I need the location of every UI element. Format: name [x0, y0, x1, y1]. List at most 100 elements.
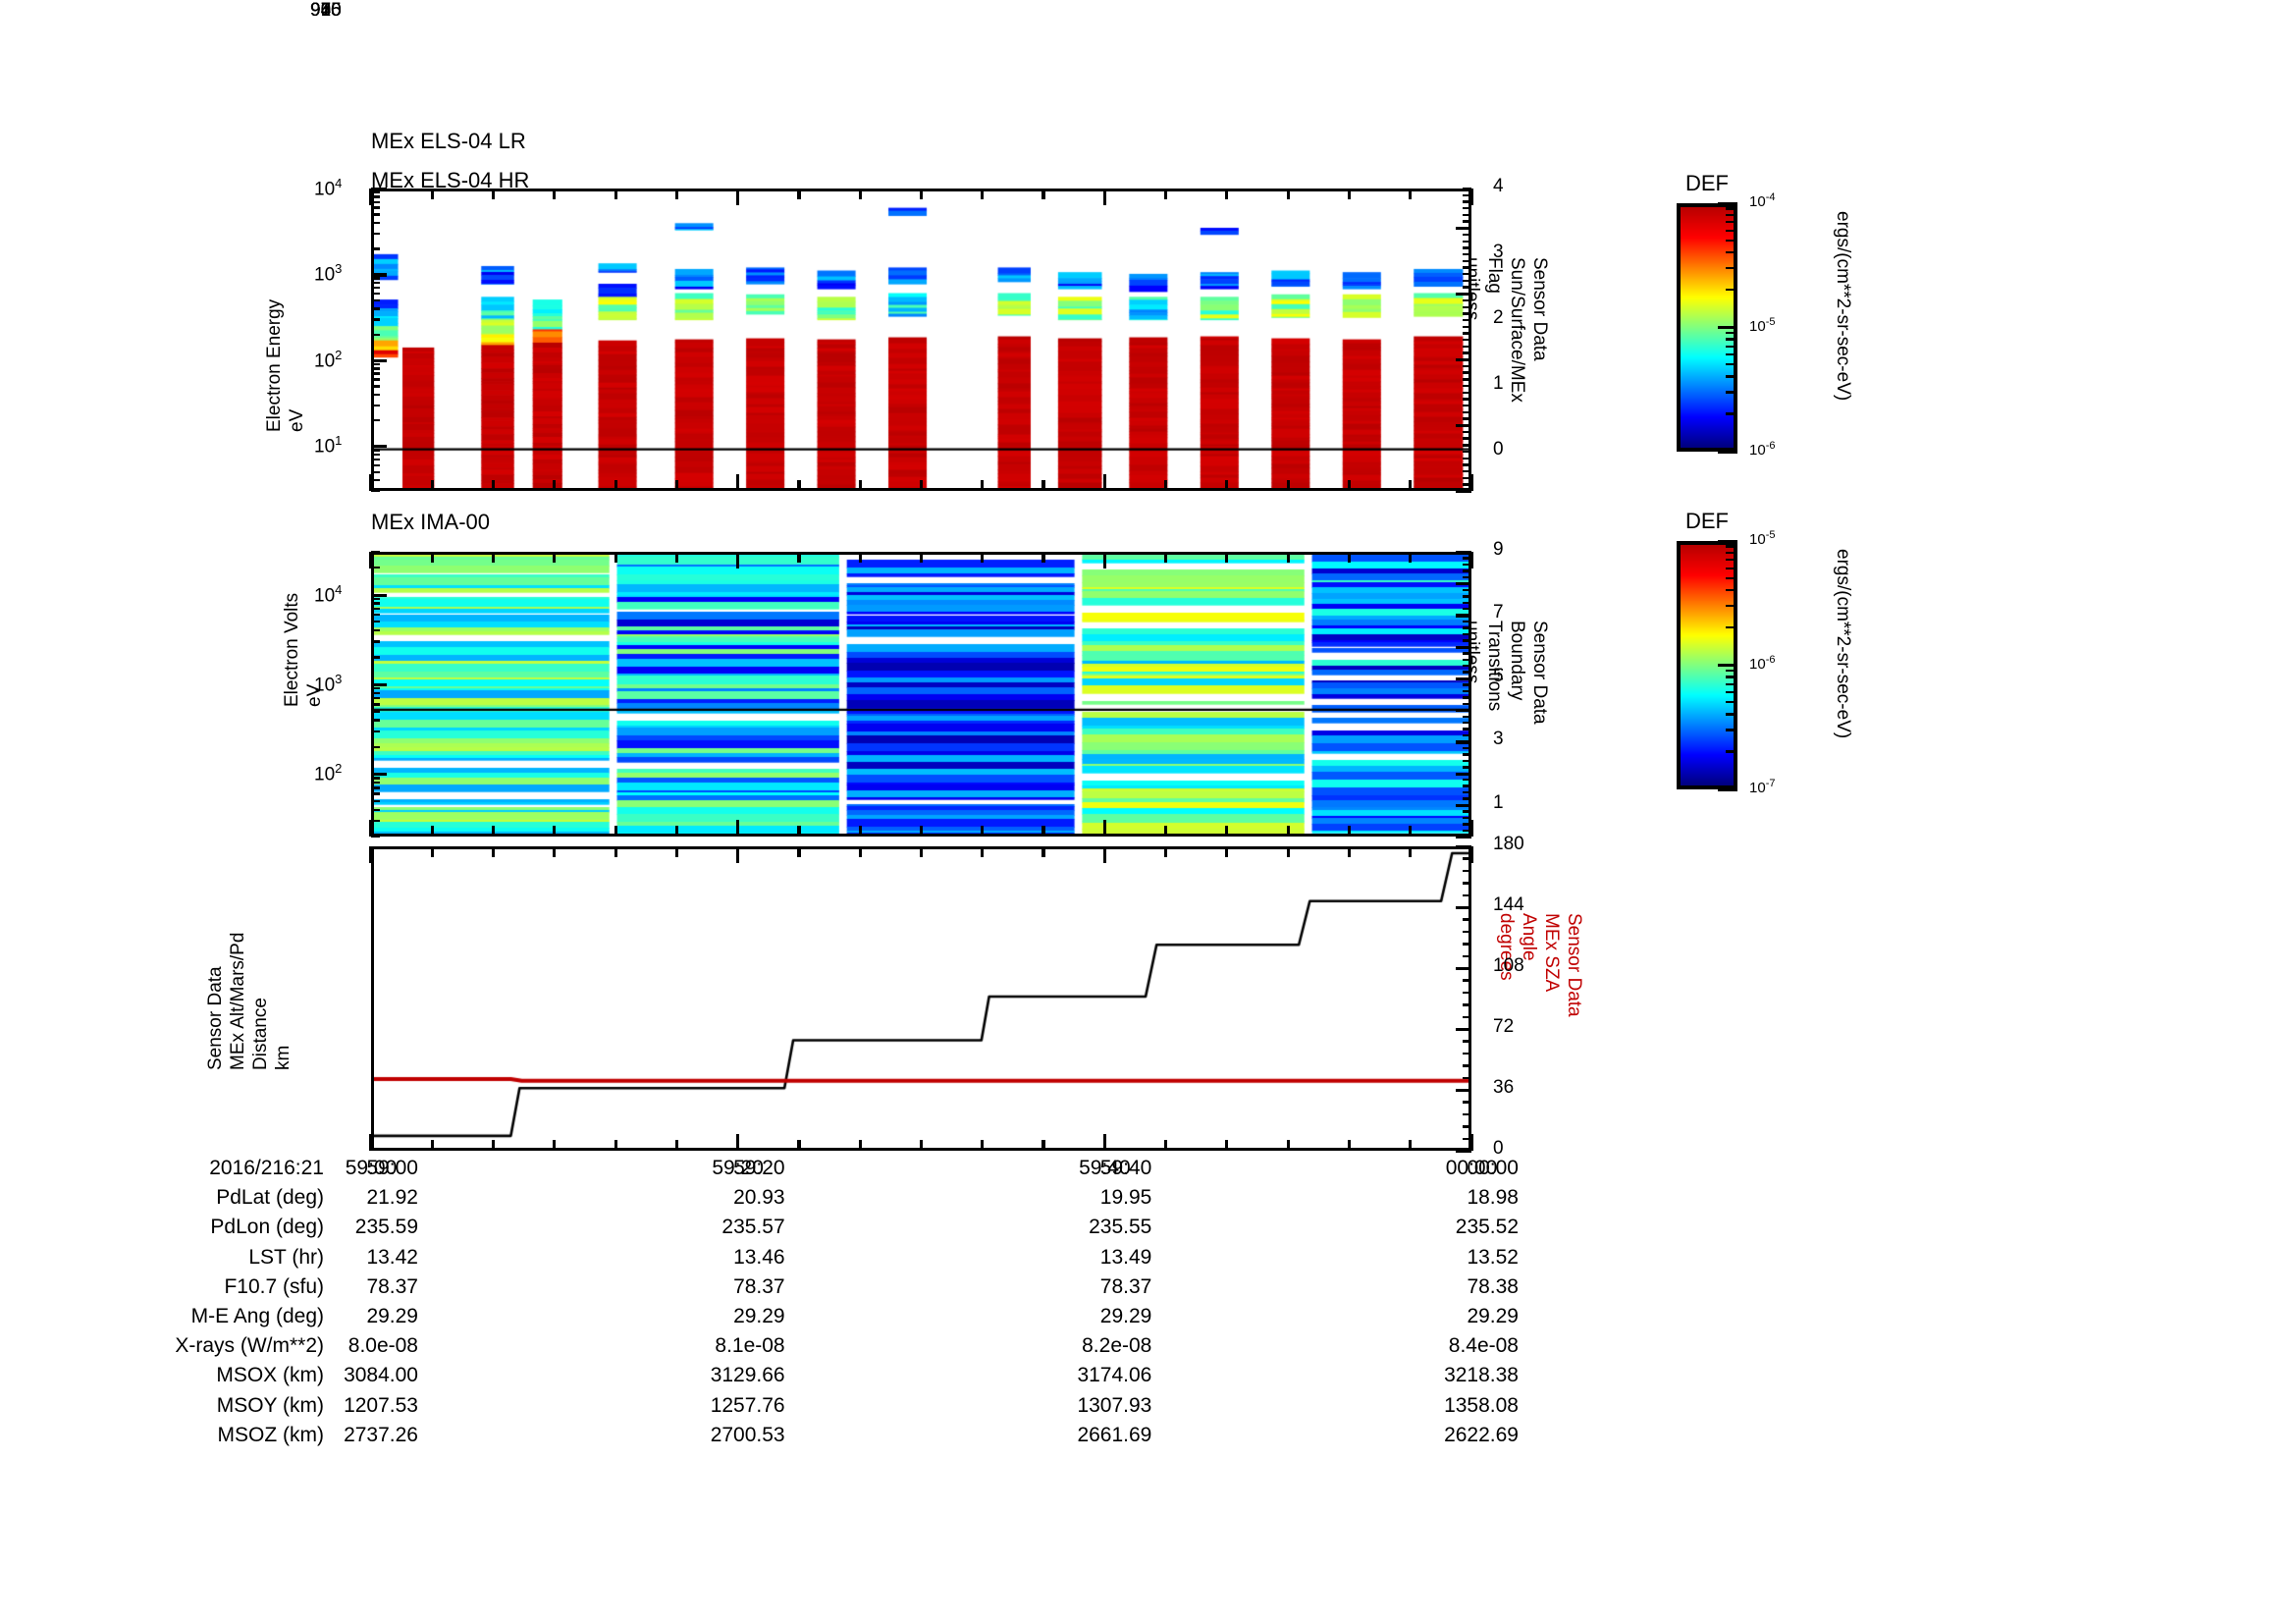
- tick-mark: [1102, 1134, 1106, 1151]
- tick-mark: [797, 826, 801, 837]
- tick-mark: [1456, 551, 1471, 555]
- colorbar-tick: [1726, 713, 1737, 716]
- tick-mark: [1463, 639, 1471, 642]
- tick-mark: [1463, 1064, 1471, 1067]
- tick-mark: [1463, 810, 1471, 813]
- tick-mark: [371, 188, 387, 191]
- tick-mark: [674, 846, 678, 857]
- table-cell: 235.52: [1455, 1216, 1519, 1239]
- panel2-right-axis-title: Sensor Data Boundary Transitions unitles…: [1461, 621, 1551, 725]
- tick-mark: [1041, 189, 1045, 199]
- tick-mark: [1463, 790, 1471, 794]
- tick-mark: [1225, 552, 1229, 563]
- tick-mark: [1102, 820, 1106, 837]
- tick-mark: [1347, 552, 1352, 563]
- tick-mark: [1463, 702, 1471, 706]
- tick-mark: [1164, 552, 1168, 563]
- tick-mark: [371, 393, 380, 397]
- colorbar-tick: [1726, 567, 1737, 569]
- tick-mark: [1456, 803, 1471, 807]
- tick-mark: [371, 445, 387, 449]
- tick-mark: [371, 200, 380, 203]
- tick-mark: [1102, 189, 1106, 205]
- table-cell: 19.95: [1099, 1186, 1152, 1210]
- colorbar-tick: [1726, 266, 1737, 270]
- tick-mark: [1463, 1015, 1471, 1018]
- colorbar-tick: [1726, 729, 1737, 731]
- colorbar-tick: [1726, 576, 1737, 579]
- tick-mark: [371, 281, 380, 285]
- tick-mark: [1409, 552, 1413, 563]
- tick-mark: [491, 826, 496, 837]
- colorbar-max-label: 10-5: [1749, 529, 1776, 548]
- tick-mark: [371, 418, 380, 422]
- tick-mark: [1463, 766, 1471, 769]
- tick-mark: [1463, 569, 1471, 572]
- table-cell: 1358.08: [1444, 1393, 1519, 1417]
- table-cell: 59:00: [366, 1157, 418, 1179]
- tick-mark: [674, 480, 678, 491]
- table-cell: 8.4e-08: [1448, 1334, 1519, 1358]
- tick-mark: [371, 745, 380, 749]
- axis-tick-label: 2: [1493, 306, 1504, 328]
- axis-tick-label: 975: [310, 0, 342, 21]
- ima-spectrogram-panel[interactable]: [371, 552, 1471, 837]
- tick-mark: [1286, 1140, 1290, 1151]
- tick-mark: [1225, 826, 1229, 837]
- table-cell: 78.37: [1099, 1274, 1152, 1298]
- table-cell: 29.29: [366, 1305, 418, 1327]
- tick-mark: [1463, 246, 1471, 249]
- colorbar-tick: [1726, 338, 1737, 341]
- tick-mark: [1463, 463, 1471, 466]
- axis-tick-label: 4: [1493, 176, 1504, 196]
- tick-mark: [1456, 614, 1471, 618]
- tick-mark: [1102, 552, 1106, 568]
- tick-mark: [1463, 779, 1471, 782]
- colorbar-tick: [1726, 701, 1737, 704]
- panel2-left-axis-title-line1: Electron Volts: [282, 592, 302, 707]
- tick-mark: [553, 1140, 557, 1151]
- panel1-left-axis-title: Electron Energy eV: [263, 299, 308, 432]
- tick-mark: [1463, 318, 1471, 322]
- tick-mark: [371, 602, 380, 605]
- tick-mark: [1463, 943, 1471, 946]
- table-cell: 29.29: [1099, 1305, 1152, 1327]
- axis-tick-label: 1: [1493, 791, 1504, 813]
- axis-tick-label: 108: [1493, 955, 1524, 976]
- colorbar-unit-label: ergs/(cm**2-sr-sec-eV): [1833, 211, 1853, 402]
- tick-mark: [491, 480, 496, 491]
- panel2-right-axis-title-line1: Sensor Data: [1529, 621, 1550, 725]
- tick-mark: [1456, 293, 1471, 297]
- tick-mark: [674, 189, 678, 199]
- tick-mark: [1463, 588, 1471, 592]
- colorbar-min-label: 10-7: [1749, 778, 1776, 796]
- axis-tick-label: 102: [314, 761, 343, 785]
- els-spectrogram-panel[interactable]: [371, 189, 1471, 491]
- tick-mark: [1409, 189, 1413, 199]
- tick-mark: [1456, 490, 1471, 494]
- tick-mark: [1463, 213, 1471, 217]
- tick-mark: [1463, 450, 1471, 454]
- table-cell: 235.55: [1089, 1216, 1152, 1239]
- tick-mark: [797, 552, 801, 563]
- colorbar-tick: [1726, 559, 1737, 562]
- table-cell: 13.49: [1099, 1245, 1152, 1269]
- table-cell: 78.37: [733, 1274, 785, 1298]
- panel1-right-axis-title-line2: Sun/Surface/MEx: [1507, 257, 1527, 403]
- tick-mark: [1463, 954, 1471, 957]
- tick-mark: [981, 826, 985, 837]
- colorbar-tick: [1726, 682, 1737, 685]
- tick-mark: [371, 819, 380, 823]
- axis-tick-label: 104: [314, 581, 343, 606]
- axis-tick-label: 103: [314, 261, 343, 286]
- tick-mark: [1041, 846, 1045, 857]
- tick-mark: [371, 656, 380, 659]
- tick-mark: [1463, 476, 1471, 479]
- tick-mark: [1463, 279, 1471, 283]
- altitude-sza-panel[interactable]: [371, 846, 1471, 1151]
- tick-mark: [1409, 846, 1413, 857]
- axis-tick-label: 180: [1493, 834, 1524, 854]
- axis-tick-label: 7: [1493, 602, 1504, 623]
- tick-mark: [1463, 665, 1471, 668]
- tick-mark: [1463, 759, 1471, 763]
